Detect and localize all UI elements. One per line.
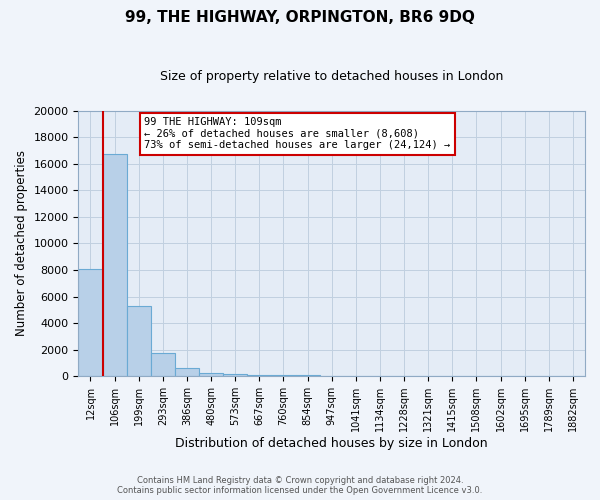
Bar	[199, 372, 223, 376]
Bar	[103, 154, 127, 376]
Bar	[271, 375, 296, 376]
X-axis label: Distribution of detached houses by size in London: Distribution of detached houses by size …	[175, 437, 488, 450]
Bar	[223, 374, 247, 376]
Text: 99, THE HIGHWAY, ORPINGTON, BR6 9DQ: 99, THE HIGHWAY, ORPINGTON, BR6 9DQ	[125, 10, 475, 25]
Bar	[247, 374, 271, 376]
Y-axis label: Number of detached properties: Number of detached properties	[15, 150, 28, 336]
Bar	[151, 353, 175, 376]
Text: 99 THE HIGHWAY: 109sqm
← 26% of detached houses are smaller (8,608)
73% of semi-: 99 THE HIGHWAY: 109sqm ← 26% of detached…	[144, 117, 451, 150]
Bar	[127, 306, 151, 376]
Text: Contains HM Land Registry data © Crown copyright and database right 2024.
Contai: Contains HM Land Registry data © Crown c…	[118, 476, 482, 495]
Title: Size of property relative to detached houses in London: Size of property relative to detached ho…	[160, 70, 503, 83]
Bar	[79, 268, 103, 376]
Bar	[175, 368, 199, 376]
